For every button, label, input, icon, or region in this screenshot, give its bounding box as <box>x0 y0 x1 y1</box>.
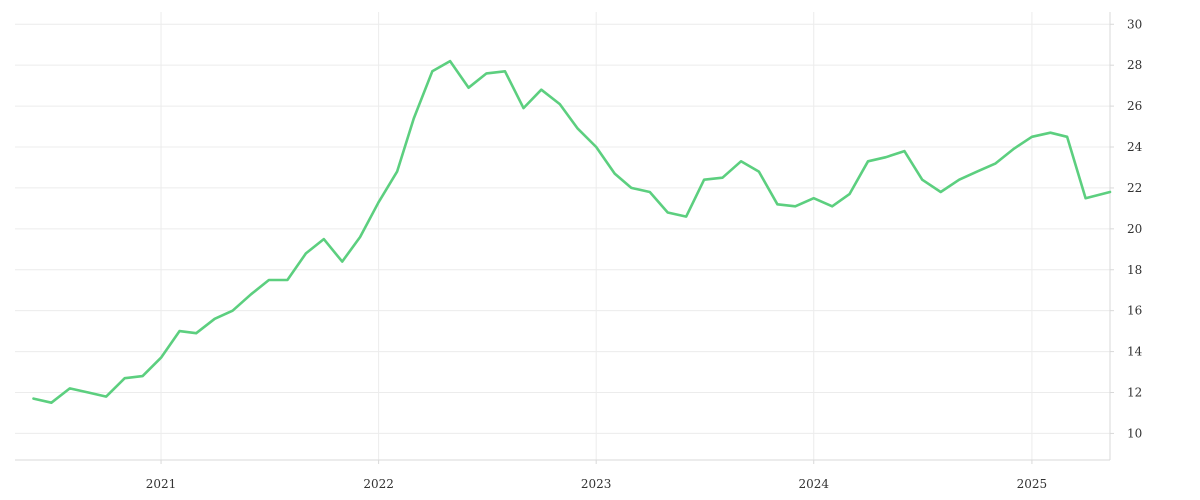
y-tick-label: 28 <box>1127 58 1142 72</box>
y-tick-label: 18 <box>1127 263 1142 277</box>
y-tick-label: 10 <box>1127 426 1142 440</box>
y-tick-label: 30 <box>1127 17 1142 31</box>
axis-layer <box>15 12 1114 464</box>
series-line-0 <box>32 59 1112 404</box>
y-tick-label: 14 <box>1127 345 1143 359</box>
y-tick-label: 20 <box>1127 222 1142 236</box>
y-tick-label: 26 <box>1127 99 1142 113</box>
series-layer <box>32 59 1112 404</box>
y-tick-label: 22 <box>1127 181 1142 195</box>
x-tick-label: 2025 <box>1017 477 1048 491</box>
x-tick-label: 2024 <box>798 477 829 491</box>
x-tick-label: 2021 <box>146 477 177 491</box>
grid-layer <box>15 12 1110 460</box>
x-tick-label: 2023 <box>581 477 612 491</box>
y-tick-label: 16 <box>1127 304 1142 318</box>
y-tick-label: 24 <box>1127 140 1143 154</box>
y-tick-label: 12 <box>1127 385 1142 399</box>
x-tick-label: 2022 <box>363 477 394 491</box>
